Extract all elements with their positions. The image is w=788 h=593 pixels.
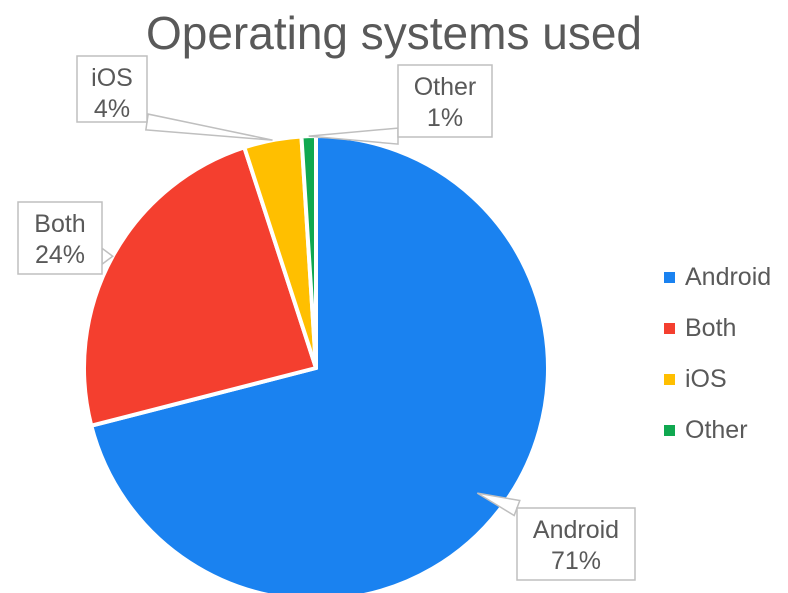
legend-label-both: Both [685,314,737,342]
callout-label-android: Android [533,516,619,544]
legend-swatch-other [664,425,675,436]
legend-item-other: Other [664,405,771,456]
callout-label-both: Both [34,210,85,238]
callout-percent-ios: 4% [94,95,130,123]
callout-box-android [516,507,636,581]
legend-item-android: Android [664,252,771,303]
chart-legend: Android Both iOS Other [664,252,771,456]
callout-percent-both: 24% [35,241,85,269]
legend-item-ios: iOS [664,354,771,405]
callout-percent-other: 1% [427,104,463,132]
callout-percent-android: 71% [551,547,601,575]
callout-label-other: Other [414,73,477,101]
legend-label-other: Other [685,416,748,444]
legend-label-ios: iOS [685,365,727,393]
legend-swatch-ios [664,374,675,385]
callout-leader-ios [145,113,273,141]
legend-swatch-android [664,272,675,283]
legend-label-android: Android [685,263,772,291]
callout-box-other [397,64,493,138]
callout-box-ios [76,55,148,123]
callout-box-both [17,201,103,275]
callout-label-ios: iOS [91,64,133,92]
chart-title: Operating systems used [145,7,642,59]
legend-swatch-both [664,323,675,334]
legend-item-both: Both [664,303,771,354]
pie-slice-android [89,134,550,593]
